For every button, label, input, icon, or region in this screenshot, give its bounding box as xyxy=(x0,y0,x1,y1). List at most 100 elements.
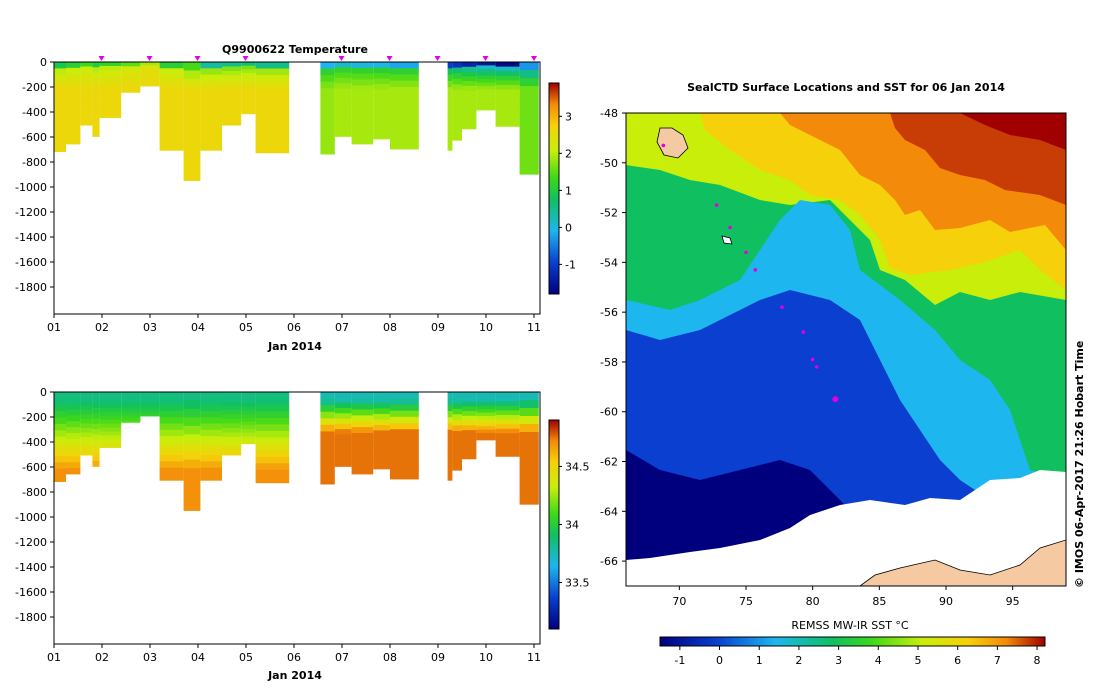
profile-cell xyxy=(222,423,242,429)
profile-cell xyxy=(447,417,453,424)
profile-cell xyxy=(320,470,335,478)
profile-cell xyxy=(92,67,100,74)
profile-cell xyxy=(222,120,242,126)
profile-cell xyxy=(452,67,462,74)
profile-cell xyxy=(351,67,374,75)
profile-cell xyxy=(390,472,419,480)
profile-marker xyxy=(386,56,393,61)
profile-cell xyxy=(66,132,81,139)
profile-cell xyxy=(320,62,335,70)
profile-cell xyxy=(241,414,256,419)
profile-cell xyxy=(351,438,374,446)
profile-cell xyxy=(452,101,462,108)
sst-colorbar-tick-label: -1 xyxy=(674,654,685,667)
profile-cell xyxy=(222,75,242,81)
x-tick-label: 02 xyxy=(95,651,109,664)
profile-cell xyxy=(452,425,462,432)
y-tick-label: -1800 xyxy=(15,281,47,294)
profile-cell xyxy=(99,427,122,433)
profile-cell xyxy=(476,92,496,97)
profile-cell xyxy=(80,405,93,411)
profile-cell xyxy=(452,392,462,399)
profile-cell xyxy=(80,423,93,429)
profile-cell xyxy=(80,89,93,94)
profile-cell xyxy=(334,62,352,68)
profile-cell xyxy=(140,410,160,414)
profile-cell xyxy=(159,125,184,132)
y-tick-label: -1800 xyxy=(15,611,47,624)
profile-cell xyxy=(462,449,477,455)
lat-tick-label: -52 xyxy=(600,207,618,220)
profile-cell xyxy=(159,112,184,120)
profile-cell xyxy=(80,84,93,90)
profile-cell xyxy=(373,105,390,112)
temperature-colorbar-ticks: -1 0 1 2 3 xyxy=(559,110,576,271)
profile-cell xyxy=(373,441,390,448)
profile-cell xyxy=(462,444,477,450)
profile-cell xyxy=(241,109,256,115)
profile-cell xyxy=(140,67,160,70)
profile-cell xyxy=(351,114,374,121)
profile-cell xyxy=(320,88,335,96)
profile-cell xyxy=(183,468,201,478)
y-tick-label: -800 xyxy=(22,156,47,169)
profile-cell xyxy=(80,432,93,438)
profile-cell xyxy=(80,441,93,447)
profile-cell xyxy=(99,81,122,87)
profile-cell xyxy=(476,402,496,407)
profile-cell xyxy=(54,93,66,101)
profile-cell xyxy=(447,68,453,76)
y-tick-label: -1600 xyxy=(15,256,47,269)
profile-cell xyxy=(222,111,242,117)
kerguelen-island xyxy=(656,127,689,159)
profile-cell xyxy=(373,430,390,437)
profile-cell xyxy=(99,439,122,444)
x-tick-label: 08 xyxy=(383,651,397,664)
sst-colorbar-tick-label: 3 xyxy=(835,654,842,667)
profile-cell xyxy=(255,120,290,128)
profile-cell xyxy=(241,406,256,411)
profile-cell xyxy=(241,80,256,85)
profile-cell xyxy=(66,73,81,81)
profile-cell xyxy=(447,423,453,431)
y-tick-label: 0 xyxy=(40,56,47,69)
profile-cell xyxy=(255,437,290,445)
colorbar-tick-label: 34.5 xyxy=(565,460,590,473)
x-tick-label: 05 xyxy=(239,321,253,334)
surface-location-marker xyxy=(801,330,806,334)
profile-cell xyxy=(183,171,201,181)
profile-cell xyxy=(334,392,352,398)
profile-cell xyxy=(495,401,520,407)
profile-cell xyxy=(320,464,335,472)
profile-cell xyxy=(183,78,201,88)
profile-cell xyxy=(452,128,462,136)
sst-warm-darkred xyxy=(960,113,1066,150)
profile-cell xyxy=(351,73,374,81)
profile-cell xyxy=(140,409,160,412)
profile-cell xyxy=(373,435,390,442)
profile-cell xyxy=(200,436,222,443)
profile-cell xyxy=(255,62,290,69)
profile-cell xyxy=(462,415,477,422)
profile-cell xyxy=(183,70,201,80)
profile-cell xyxy=(222,446,242,451)
profile-cell xyxy=(255,476,290,484)
profile-cell xyxy=(92,397,100,404)
profile-cell xyxy=(159,87,184,94)
x-tick-label: 01 xyxy=(47,651,61,664)
profile-cell xyxy=(447,143,453,151)
x-tick-label: 08 xyxy=(383,321,397,334)
lat-tick-label: -66 xyxy=(600,555,618,568)
profile-cell xyxy=(255,74,290,82)
profile-cell xyxy=(351,120,374,127)
profile-cell xyxy=(519,62,539,71)
profile-cell xyxy=(241,91,256,96)
temperature-plot-frame xyxy=(53,61,541,315)
imos-credit: © IMOS 06-Apr-2017 21:26 Hobart Time xyxy=(1073,341,1086,588)
profile-cell xyxy=(159,455,184,462)
profile-cell xyxy=(255,424,290,432)
profile-cell xyxy=(140,79,160,82)
profile-cell xyxy=(92,423,100,430)
profile-cell xyxy=(476,62,496,66)
y-tick-label: -1600 xyxy=(15,586,47,599)
